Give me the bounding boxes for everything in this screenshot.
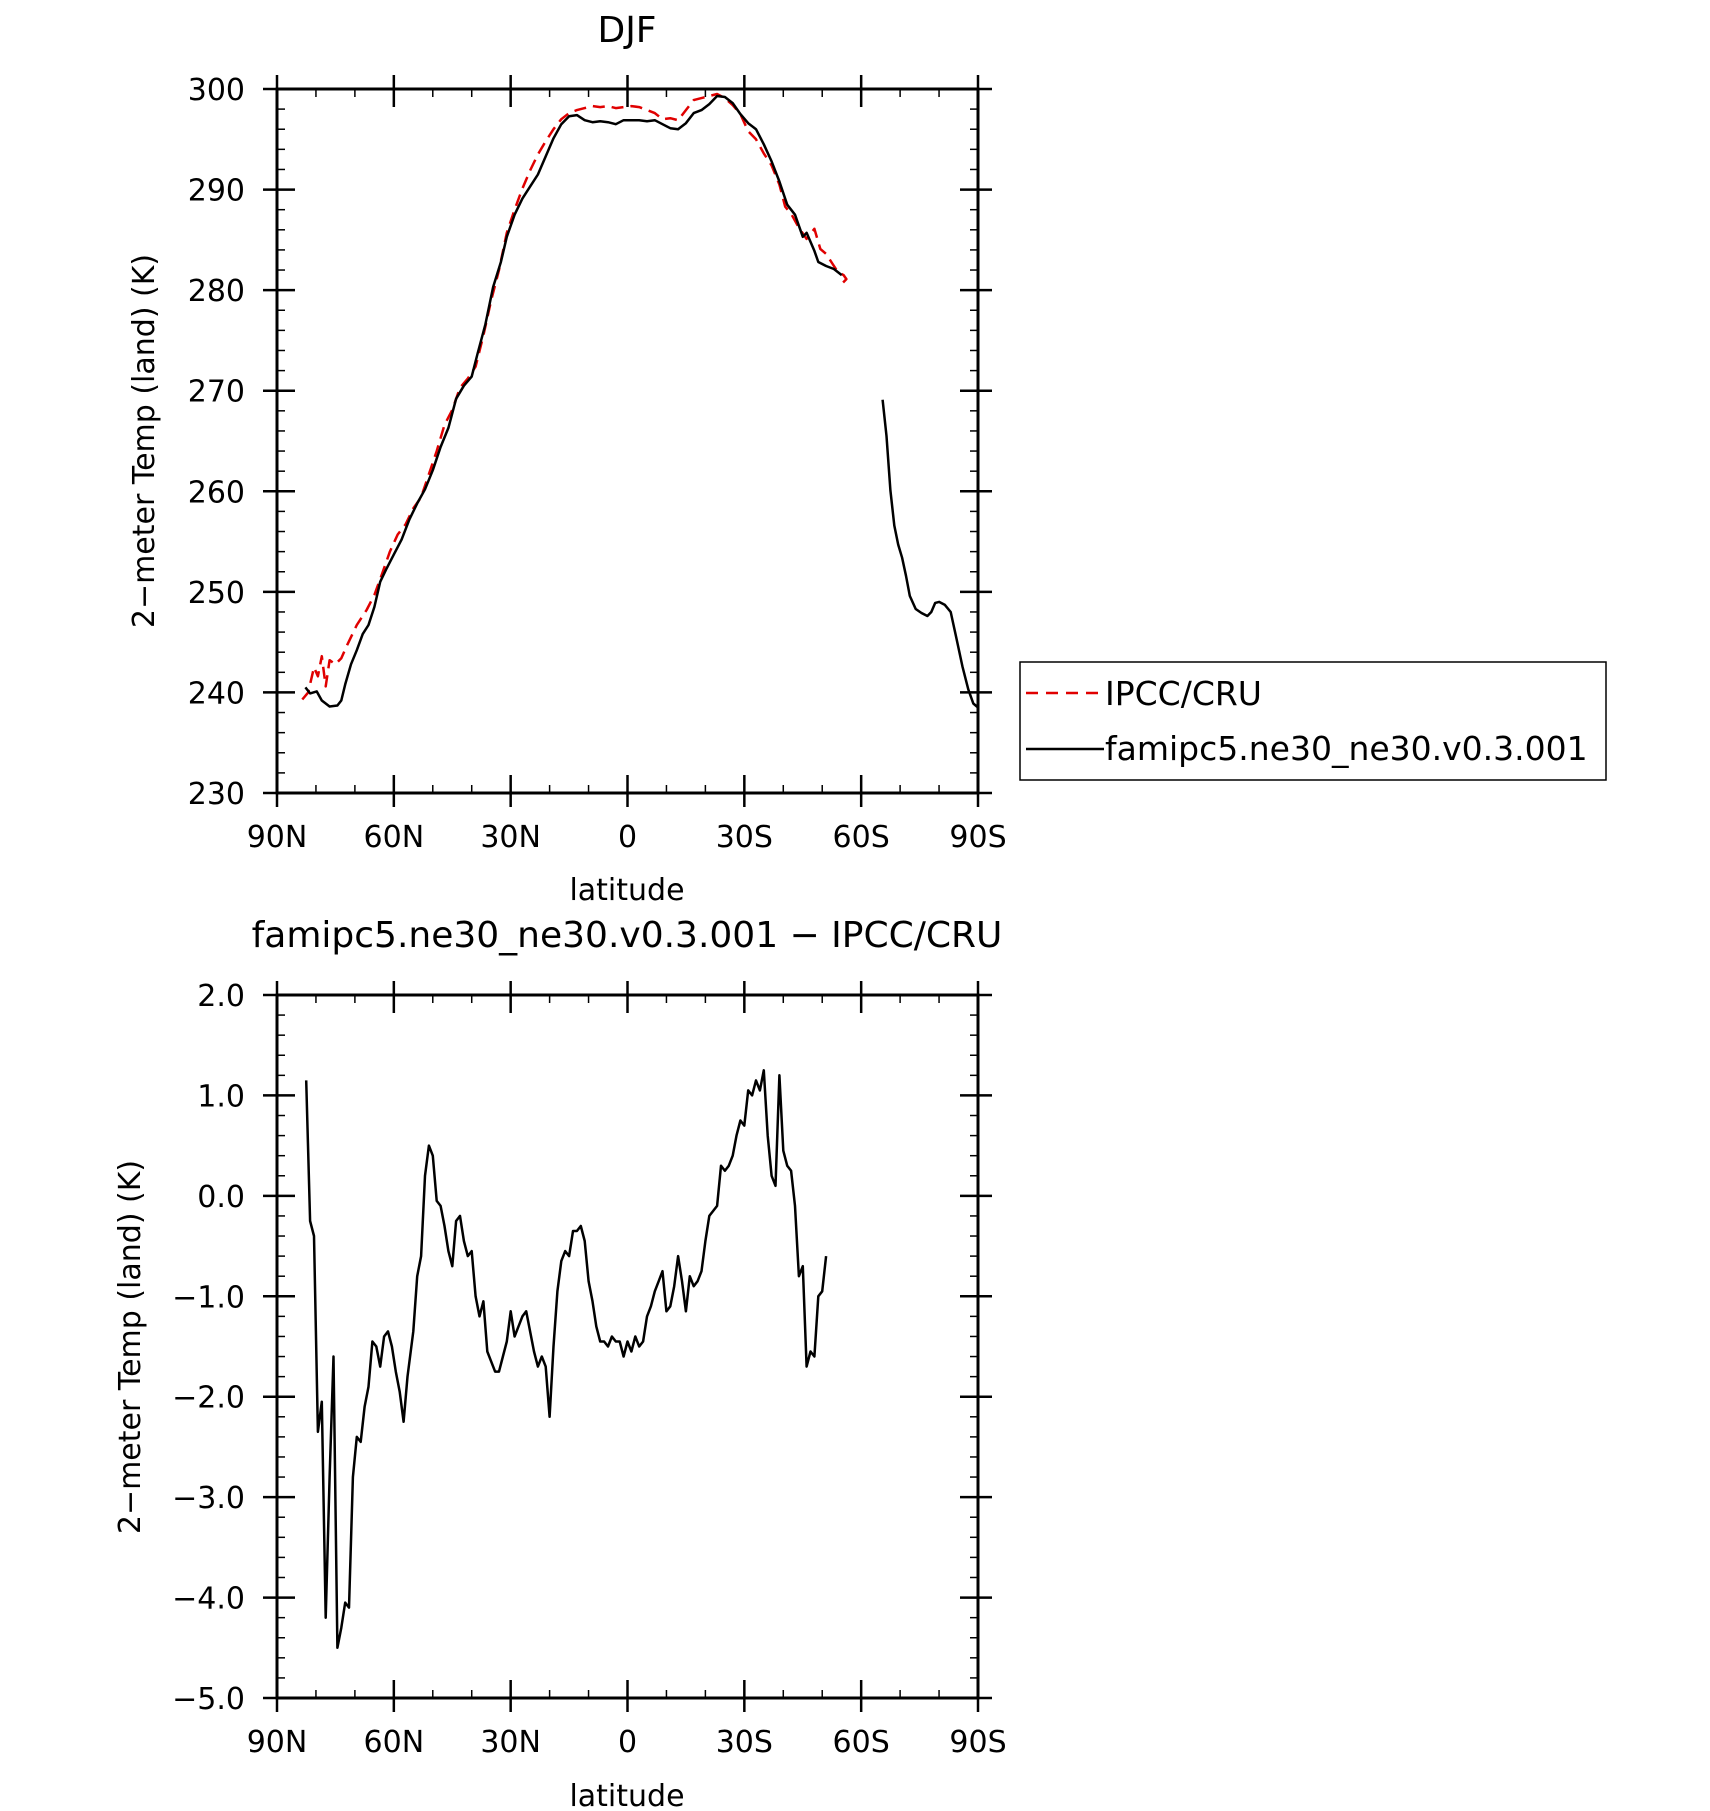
top-x-tick-label: 90S xyxy=(949,820,1006,855)
top-y-tick-label: 260 xyxy=(188,475,245,510)
bottom-y-tick-label: −5.0 xyxy=(172,1682,245,1717)
top-series-line-0 xyxy=(301,92,848,701)
top-x-tick-label: 60S xyxy=(833,820,890,855)
top-x-axis-label: latitude xyxy=(569,873,684,908)
bottom-x-tick-label: 90N xyxy=(247,1725,308,1760)
top-plot-marks: 90N 60N 30N 0 30S 60S 90S 230 240 250 260 270 280 290… xyxy=(188,73,1007,855)
bottom-y-tick-label: −3.0 xyxy=(172,1481,245,1516)
top-y-tick-label: 240 xyxy=(188,676,245,711)
bottom-x-tick-label: 30N xyxy=(480,1725,541,1760)
top-panel: DJF latitude 2−meter Temp (land) (K) 90N… xyxy=(127,10,1007,908)
bottom-y-tick-label: 0.0 xyxy=(197,1180,245,1215)
top-x-tick-label: 30S xyxy=(716,820,773,855)
legend-box xyxy=(1019,661,1607,781)
bottom-plot-marks: 90N 60N 30N 0 30S 60S 90S −5.0 −4.0 −3.0 −2.0 −1.0 0… xyxy=(172,979,1006,1760)
top-y-tick-label: 230 xyxy=(188,777,245,812)
bottom-x-tick-label: 0 xyxy=(618,1725,637,1760)
top-y-tick-label: 270 xyxy=(188,375,245,410)
bottom-y-tick-label: 1.0 xyxy=(197,1079,245,1114)
top-x-tick-label: 90N xyxy=(247,820,308,855)
top-chart-title: DJF xyxy=(597,10,656,51)
bottom-plot-frame xyxy=(275,993,980,1700)
top-y-tick-label: 300 xyxy=(188,73,245,108)
bottom-y-axis-label: 2−meter Temp (land) (K) xyxy=(113,1160,148,1534)
bottom-panel: famipc5.ne30_ne30.v0.3.001 − IPCC/CRU la… xyxy=(113,915,1007,1811)
bottom-y-tick-label: 2.0 xyxy=(197,979,245,1014)
legend-label-ipcc-cru: IPCC/CRU xyxy=(1105,674,1262,713)
bottom-x-tick-label: 60N xyxy=(364,1725,425,1760)
top-x-tick-label: 0 xyxy=(618,820,637,855)
bottom-series-line-0 xyxy=(304,1069,828,1650)
bottom-x-tick-label: 30S xyxy=(716,1725,773,1760)
legend-label-famipc5: famipc5.ne30_ne30.v0.3.001 xyxy=(1105,729,1588,768)
bottom-y-tick-label: −2.0 xyxy=(172,1381,245,1416)
top-series-line-1 xyxy=(304,94,843,708)
bottom-y-tick-label: −1.0 xyxy=(172,1280,245,1315)
bottom-chart-title: famipc5.ne30_ne30.v0.3.001 − IPCC/CRU xyxy=(252,915,1003,956)
top-plot-frame xyxy=(275,87,980,795)
top-x-tick-label: 60N xyxy=(364,820,425,855)
legend: IPCC/CRU famipc5.ne30_ne30.v0.3.001 xyxy=(1019,661,1607,781)
bottom-x-tick-label: 60S xyxy=(833,1725,890,1760)
top-y-tick-label: 280 xyxy=(188,274,245,309)
top-y-tick-label: 290 xyxy=(188,174,245,209)
top-y-tick-label: 250 xyxy=(188,576,245,611)
bottom-x-tick-label: 90S xyxy=(949,1725,1006,1760)
top-y-axis-label: 2−meter Temp (land) (K) xyxy=(127,254,162,628)
bottom-x-axis-label: latitude xyxy=(569,1779,684,1811)
bottom-y-tick-label: −4.0 xyxy=(172,1582,245,1617)
top-x-tick-label: 30N xyxy=(480,820,541,855)
top-series-line-1 xyxy=(881,399,979,709)
